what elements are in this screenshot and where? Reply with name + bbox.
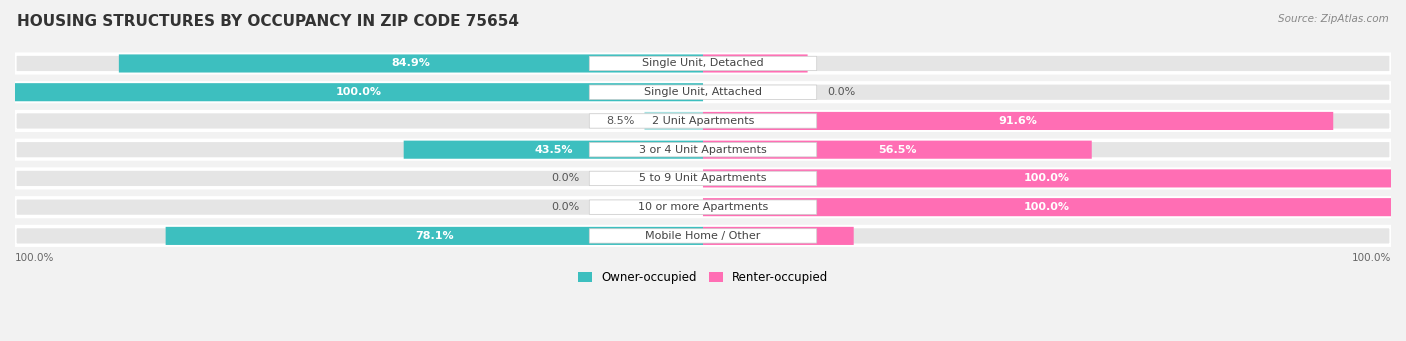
Text: 100.0%: 100.0% [1024,202,1070,212]
Text: 0.0%: 0.0% [551,202,579,212]
Text: 2 Unit Apartments: 2 Unit Apartments [652,116,754,126]
Text: 15.2%: 15.2% [735,58,775,69]
FancyBboxPatch shape [404,140,703,159]
Text: 56.5%: 56.5% [879,145,917,155]
FancyBboxPatch shape [15,226,1391,245]
Text: 100.0%: 100.0% [1024,174,1070,183]
Text: Source: ZipAtlas.com: Source: ZipAtlas.com [1278,14,1389,24]
FancyBboxPatch shape [15,54,1391,73]
FancyBboxPatch shape [589,56,817,71]
Text: Mobile Home / Other: Mobile Home / Other [645,231,761,241]
FancyBboxPatch shape [15,198,1391,217]
Text: 91.6%: 91.6% [998,116,1038,126]
FancyBboxPatch shape [703,227,853,245]
Text: HOUSING STRUCTURES BY OCCUPANCY IN ZIP CODE 75654: HOUSING STRUCTURES BY OCCUPANCY IN ZIP C… [17,14,519,29]
FancyBboxPatch shape [15,140,1391,159]
Text: Single Unit, Detached: Single Unit, Detached [643,58,763,69]
FancyBboxPatch shape [703,140,1091,159]
Text: 8.5%: 8.5% [606,116,634,126]
Text: 100.0%: 100.0% [1351,253,1391,263]
FancyBboxPatch shape [15,112,1391,130]
Text: 0.0%: 0.0% [827,87,855,97]
Text: 3 or 4 Unit Apartments: 3 or 4 Unit Apartments [640,145,766,155]
FancyBboxPatch shape [15,83,1391,102]
Text: 43.5%: 43.5% [534,145,572,155]
FancyBboxPatch shape [120,55,703,73]
Text: 78.1%: 78.1% [415,231,454,241]
FancyBboxPatch shape [166,227,703,245]
FancyBboxPatch shape [703,169,1391,188]
FancyBboxPatch shape [15,83,703,101]
FancyBboxPatch shape [703,198,1391,216]
FancyBboxPatch shape [589,114,817,128]
Text: 100.0%: 100.0% [15,253,55,263]
FancyBboxPatch shape [703,112,1333,130]
Text: Single Unit, Attached: Single Unit, Attached [644,87,762,97]
FancyBboxPatch shape [589,200,817,214]
FancyBboxPatch shape [589,229,817,243]
FancyBboxPatch shape [15,169,1391,188]
FancyBboxPatch shape [703,55,807,73]
FancyBboxPatch shape [589,143,817,157]
Text: 100.0%: 100.0% [336,87,382,97]
FancyBboxPatch shape [644,112,703,130]
FancyBboxPatch shape [589,85,817,99]
Text: 10 or more Apartments: 10 or more Apartments [638,202,768,212]
Text: 84.9%: 84.9% [391,58,430,69]
Legend: Owner-occupied, Renter-occupied: Owner-occupied, Renter-occupied [572,266,834,288]
Text: 0.0%: 0.0% [551,174,579,183]
FancyBboxPatch shape [589,171,817,186]
Text: 5 to 9 Unit Apartments: 5 to 9 Unit Apartments [640,174,766,183]
Text: 21.9%: 21.9% [759,231,797,241]
